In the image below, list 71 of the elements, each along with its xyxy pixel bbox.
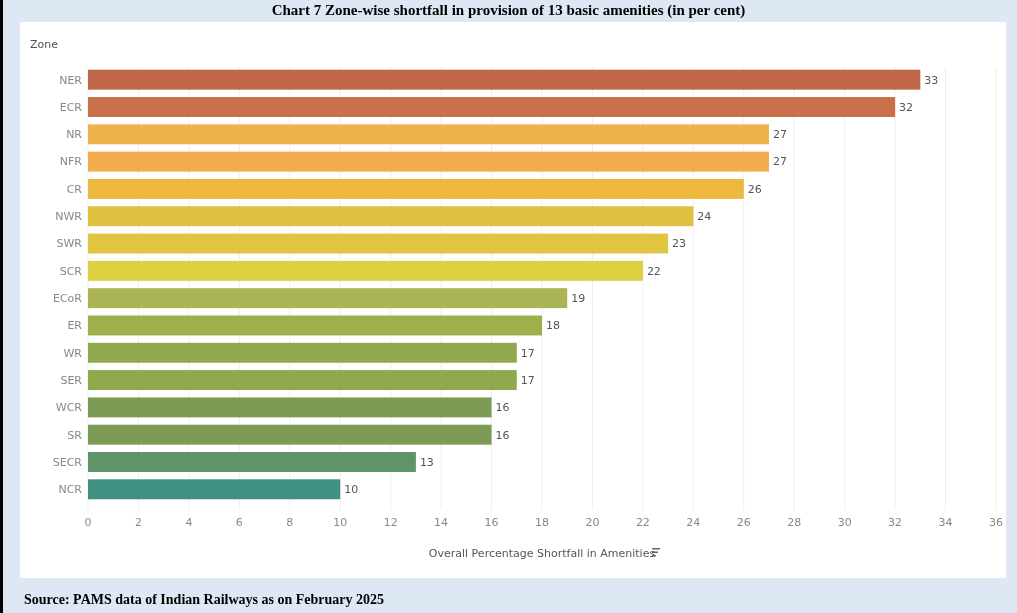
bar xyxy=(88,97,896,117)
x-tick-label: 4 xyxy=(185,516,193,529)
x-tick-label: 16 xyxy=(484,516,499,529)
x-tick-label: 2 xyxy=(134,516,142,529)
bar xyxy=(88,260,643,281)
x-tick-label: 6 xyxy=(235,516,243,529)
data-label: 17 xyxy=(520,373,535,387)
y-tick-label: SER xyxy=(60,373,83,387)
bar xyxy=(88,424,492,445)
y-tick-label: CR xyxy=(66,182,83,196)
x-axis-title: Overall Percentage Shortfall in Amenities xyxy=(428,547,656,560)
data-label: 33 xyxy=(924,73,939,87)
x-tick-label: 24 xyxy=(686,516,701,529)
bar xyxy=(88,397,492,418)
x-tick-label: 32 xyxy=(888,516,903,529)
x-tick-label: 36 xyxy=(989,516,1003,529)
bar xyxy=(88,69,921,90)
x-tick-label: 0 xyxy=(84,516,92,529)
y-tick-label: WR xyxy=(63,346,83,360)
y-tick-label: SECR xyxy=(52,455,83,469)
data-label: 26 xyxy=(747,182,762,196)
y-tick-label: NR xyxy=(66,128,83,142)
bar xyxy=(88,288,568,309)
data-label: 22 xyxy=(646,264,661,278)
data-label: 16 xyxy=(495,401,510,415)
x-tick-label: 34 xyxy=(938,516,953,529)
data-label: 18 xyxy=(546,319,560,333)
bar xyxy=(88,315,542,336)
bar xyxy=(88,342,517,363)
y-tick-label: NWR xyxy=(55,210,83,224)
data-label: 13 xyxy=(419,455,434,469)
bar xyxy=(88,233,669,254)
bar xyxy=(88,178,744,199)
bar xyxy=(88,479,341,500)
x-tick-label: 14 xyxy=(434,516,449,529)
y-tick-label: NER xyxy=(59,73,83,87)
y-tick-label: ER xyxy=(67,319,83,333)
y-tick-label: SR xyxy=(67,428,83,442)
x-tick-label: 26 xyxy=(736,516,751,529)
bar xyxy=(88,206,694,227)
source-note: Source: PAMS data of Indian Railways as on February 2025 xyxy=(24,592,385,607)
x-tick-label: 20 xyxy=(585,516,600,529)
bar xyxy=(88,452,416,472)
x-tick-label: 22 xyxy=(635,516,650,529)
y-tick-label: SCR xyxy=(59,264,83,278)
bar xyxy=(88,151,769,172)
bar xyxy=(88,370,517,391)
bar xyxy=(88,124,769,145)
data-label: 27 xyxy=(773,155,787,169)
data-label: 27 xyxy=(773,128,787,142)
y-tick-label: ECoR xyxy=(52,292,83,305)
data-label: 23 xyxy=(672,237,687,251)
data-label: 17 xyxy=(520,346,535,360)
y-tick-label: NCR xyxy=(58,483,83,497)
x-tick-label: 30 xyxy=(837,516,852,529)
y-tick-label: SWR xyxy=(56,237,83,251)
x-tick-label: 8 xyxy=(286,516,294,529)
data-label: 10 xyxy=(344,483,359,497)
x-tick-label: 18 xyxy=(535,516,549,529)
data-label: 19 xyxy=(571,292,586,305)
data-label: 24 xyxy=(697,210,712,224)
x-tick-label: 28 xyxy=(787,516,802,529)
x-tick-label: 12 xyxy=(383,516,398,529)
y-tick-label: WCR xyxy=(55,401,83,415)
data-label: 32 xyxy=(899,100,914,114)
y-tick-label: NFR xyxy=(59,155,83,169)
data-label: 16 xyxy=(495,428,510,442)
chart-title: Chart 7 Zone-wise shortfall in provision of 13 basic amenities (in per cent) xyxy=(271,2,746,19)
x-tick-label: 10 xyxy=(333,516,348,529)
y-tick-label: ECR xyxy=(59,100,83,114)
y-axis-title: Zone xyxy=(30,38,59,51)
